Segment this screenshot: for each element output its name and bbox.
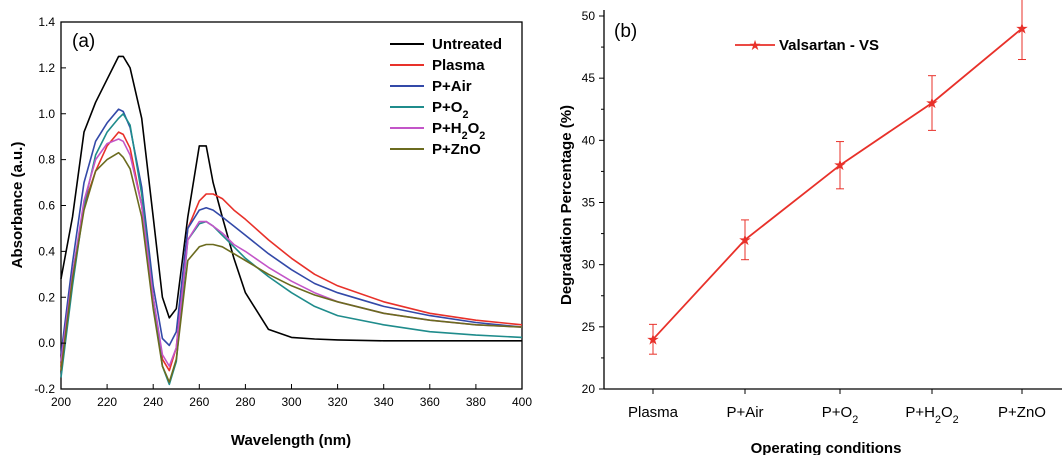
panel-a-legend-label: Plasma (432, 57, 485, 74)
panel-a-series-line-1 (60, 131, 523, 372)
panel-b-star-marker: ★ (833, 156, 846, 174)
panel-b-series-line (652, 27, 1023, 340)
panel-a-y-tick-label: 0.8 (38, 153, 55, 167)
panel-a-y-tick-label: 0.0 (38, 336, 55, 350)
panel-b-x-tick-label: P+Air (726, 404, 763, 421)
panel-a-legend-label: P+ZnO (432, 141, 481, 158)
panel-a-y-axis-title: Absorbance (a.u.) (9, 142, 26, 269)
panel-a-legend-label: P+H2O2 (432, 120, 485, 142)
panel-b-x-tick-label: P+H2O2 (905, 404, 958, 426)
panel-b-star-marker: ★ (646, 330, 659, 348)
panel-a-y-tick-label: 0.4 (38, 244, 55, 258)
panel-a-y-tick-label: 1.2 (38, 61, 55, 75)
panel-a-x-ticks: 200 220 240 260 280 300 320 340 360 380 400 (51, 384, 532, 409)
panel-b-y-tick-label: 40 (582, 133, 596, 147)
panel-b-y-tick-label: 20 (582, 382, 596, 396)
panel-a-y-tick-label: 0.6 (38, 199, 55, 213)
panel-a-x-tick-label: 240 (143, 395, 163, 409)
panel-a-y-tick-label: 1.4 (38, 15, 55, 29)
panel-b-y-ticks: 20 25 30 35 40 45 50 (582, 9, 604, 396)
panel-a-x-tick-label: 360 (420, 395, 440, 409)
panel-a-series-line-4 (60, 138, 523, 367)
panel-b-series-group: ★ ★ ★ ★ ★ (646, 0, 1029, 355)
panel-a-label: (a) (72, 31, 95, 52)
panel-b-legend-label: Valsartan - VS (779, 37, 879, 54)
panel-b-y-tick-label: 25 (582, 320, 596, 334)
panel-a-x-tick-label: 260 (189, 395, 209, 409)
panel-b-y-axis-title: Degradation Percentage (%) (558, 105, 575, 305)
panel-b-legend: ★ Valsartan - VS (735, 37, 879, 54)
panel-a-x-tick-label: 320 (328, 395, 348, 409)
panel-b-x-ticks: Plasma P+Air P+O2 P+H2O2 P+ZnO (628, 389, 1046, 426)
panel-a-x-tick-label: 280 (235, 395, 255, 409)
panel-a-x-tick-label: 400 (512, 395, 532, 409)
panel-a-series-line-2 (60, 108, 523, 355)
panel-b-label: (b) (614, 21, 637, 42)
panel-a-y-tick-label: 1.0 (38, 107, 55, 121)
panel-b-y-tick-label: 35 (582, 196, 596, 210)
panel-a-x-tick-label: 200 (51, 395, 71, 409)
panel-a-y-tick-label: 0.2 (38, 290, 55, 304)
panel-a-chart: 200 220 240 260 280 300 320 340 360 380 400 -0.2 0.… (9, 15, 532, 449)
panel-a-series-line-0 (60, 55, 522, 342)
panel-b-x-tick-label: Plasma (628, 404, 679, 421)
panel-b-x-tick-label: P+ZnO (998, 404, 1046, 421)
panel-a-y-tick-label: -0.2 (34, 382, 55, 396)
panel-a-legend-label: Untreated (432, 36, 502, 53)
panel-a-legend-label: P+Air (432, 78, 472, 95)
panel-a-x-tick-label: 220 (97, 395, 117, 409)
panel-a-series-line-5 (60, 151, 523, 383)
panel-a-legend-label: P+O2 (432, 99, 468, 121)
panel-a-x-axis-title: Wavelength (nm) (231, 432, 351, 449)
panel-b-x-tick-label: P+O2 (822, 404, 858, 426)
panel-a-x-tick-label: 340 (374, 395, 394, 409)
panel-b-star-marker: ★ (1015, 19, 1028, 37)
panel-b-y-tick-label: 30 (582, 258, 596, 272)
panel-a-series-group (60, 55, 523, 386)
panel-a-x-tick-label: 300 (281, 395, 301, 409)
panel-a-y-ticks: -0.2 0.0 0.2 0.4 0.6 0.8 1.0 1.2 1.4 (34, 15, 66, 396)
panel-a-x-tick-label: 380 (466, 395, 486, 409)
panel-b-star-marker: ★ (738, 231, 751, 249)
panel-b-y-tick-label: 50 (582, 9, 596, 23)
panel-b-x-axis-title: Operating conditions (751, 440, 902, 455)
panel-b-chart: 20 25 30 35 40 45 50 Plasma P+Air P+O2 P+H2O2 P+Zn… (558, 0, 1062, 455)
panel-b-y-tick-label: 45 (582, 71, 596, 85)
panel-b-star-marker: ★ (925, 94, 938, 112)
panel-b-legend-marker: ★ (749, 38, 762, 54)
